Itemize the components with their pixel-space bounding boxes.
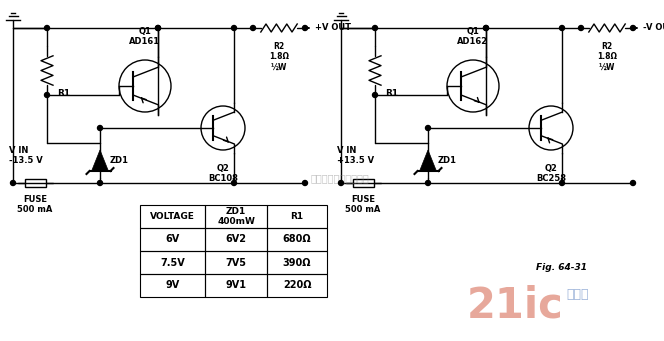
Circle shape xyxy=(44,92,50,98)
Bar xyxy=(25,179,46,187)
Text: 21ic: 21ic xyxy=(467,284,563,326)
Text: +V OUT: +V OUT xyxy=(315,24,351,32)
Polygon shape xyxy=(92,150,108,171)
Circle shape xyxy=(98,125,102,131)
Circle shape xyxy=(631,180,635,186)
Bar xyxy=(205,251,267,274)
Bar xyxy=(267,274,327,297)
Text: FUSE
500 mA: FUSE 500 mA xyxy=(345,195,380,214)
Text: R1: R1 xyxy=(385,89,398,99)
Text: R2
1.8Ω
½W: R2 1.8Ω ½W xyxy=(269,42,289,72)
Circle shape xyxy=(560,180,564,186)
Circle shape xyxy=(426,125,430,131)
Text: 6V: 6V xyxy=(165,235,180,244)
Circle shape xyxy=(11,180,15,186)
Text: Fig. 64-31: Fig. 64-31 xyxy=(537,264,588,272)
Text: V IN
+13.5 V: V IN +13.5 V xyxy=(337,146,374,165)
Circle shape xyxy=(155,26,161,30)
Circle shape xyxy=(44,26,50,30)
Circle shape xyxy=(578,26,584,30)
Text: Q1
AD161: Q1 AD161 xyxy=(129,27,161,46)
Text: R2
1.8Ω
½W: R2 1.8Ω ½W xyxy=(597,42,617,72)
Circle shape xyxy=(232,26,236,30)
Text: ZD1: ZD1 xyxy=(110,156,129,165)
Bar xyxy=(205,205,267,228)
Circle shape xyxy=(560,26,564,30)
Text: 9V1: 9V1 xyxy=(226,281,246,291)
Circle shape xyxy=(303,26,307,30)
Bar xyxy=(267,228,327,251)
Bar xyxy=(140,228,205,251)
Bar xyxy=(140,274,205,297)
Text: 9V: 9V xyxy=(165,281,180,291)
Text: R1: R1 xyxy=(57,89,70,99)
Text: -V OUT: -V OUT xyxy=(643,24,664,32)
Circle shape xyxy=(98,180,102,186)
Text: VOLTAGE: VOLTAGE xyxy=(150,212,195,221)
Bar xyxy=(205,274,267,297)
Text: 杭州将睨科技有限公司: 杭州将睨科技有限公司 xyxy=(311,173,369,183)
Circle shape xyxy=(155,26,161,30)
Bar xyxy=(205,228,267,251)
Text: 6V2: 6V2 xyxy=(226,235,246,244)
Polygon shape xyxy=(420,150,436,171)
Circle shape xyxy=(373,92,378,98)
Text: V IN
-13.5 V: V IN -13.5 V xyxy=(9,146,42,165)
Text: ZD1: ZD1 xyxy=(438,156,457,165)
Circle shape xyxy=(483,26,489,30)
Text: ZD1
400mW: ZD1 400mW xyxy=(217,207,255,226)
Text: R1: R1 xyxy=(290,212,303,221)
Bar xyxy=(140,251,205,274)
Circle shape xyxy=(426,180,430,186)
Bar xyxy=(140,205,205,228)
Bar xyxy=(267,205,327,228)
Circle shape xyxy=(373,26,378,30)
Text: 390Ω: 390Ω xyxy=(283,257,311,267)
Circle shape xyxy=(232,180,236,186)
Text: 电子网: 电子网 xyxy=(567,288,589,301)
Text: 680Ω: 680Ω xyxy=(283,235,311,244)
Circle shape xyxy=(339,180,343,186)
Bar xyxy=(267,251,327,274)
Text: 7V5: 7V5 xyxy=(226,257,246,267)
Text: Q1
AD162: Q1 AD162 xyxy=(457,27,489,46)
Text: 220Ω: 220Ω xyxy=(283,281,311,291)
Text: 7.5V: 7.5V xyxy=(160,257,185,267)
Circle shape xyxy=(250,26,256,30)
Text: FUSE
500 mA: FUSE 500 mA xyxy=(17,195,52,214)
Text: Q2
BC258: Q2 BC258 xyxy=(536,164,566,183)
Circle shape xyxy=(303,180,307,186)
Circle shape xyxy=(483,26,489,30)
Bar xyxy=(353,179,374,187)
Text: Q2
BC108: Q2 BC108 xyxy=(208,164,238,183)
Circle shape xyxy=(631,26,635,30)
